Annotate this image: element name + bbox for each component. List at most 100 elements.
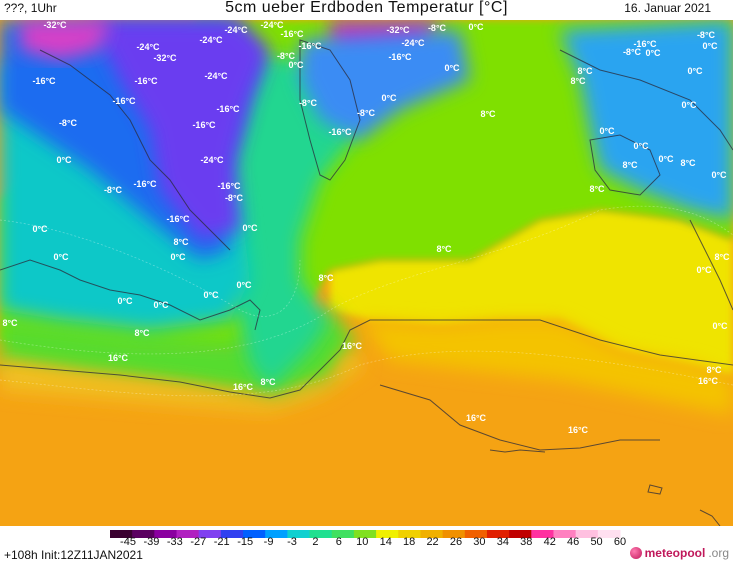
field-coastal-warm bbox=[0, 350, 365, 412]
temperature-label: 0°C bbox=[236, 280, 252, 290]
temperature-label: 0°C bbox=[468, 22, 484, 32]
colorbar-tick-label: 46 bbox=[567, 536, 579, 546]
colorbar-tick-label: 2 bbox=[312, 536, 318, 546]
temperature-label: -16°C bbox=[134, 76, 158, 86]
temperature-label: -32°C bbox=[153, 53, 177, 63]
colorbar-tick-label: 22 bbox=[426, 536, 438, 546]
model-run-info: +108h Init:12Z11JAN2021 bbox=[4, 548, 143, 562]
temperature-label: 16°C bbox=[466, 413, 487, 423]
colorbar-swatch bbox=[154, 530, 178, 538]
temperature-label: 0°C bbox=[645, 48, 661, 58]
temperature-label: 8°C bbox=[714, 252, 730, 262]
temperature-label: 0°C bbox=[32, 224, 48, 234]
colorbar-tick-label: -33 bbox=[167, 536, 183, 546]
temperature-label: -16°C bbox=[216, 104, 240, 114]
temperature-label: 8°C bbox=[622, 160, 638, 170]
temperature-label: -32°C bbox=[43, 20, 67, 30]
brand-name: meteopool bbox=[644, 546, 706, 560]
temperature-label: 8°C bbox=[173, 237, 189, 247]
field-blue-greenland bbox=[300, 30, 470, 140]
colorbar-tick-label: 10 bbox=[356, 536, 368, 546]
temperature-label: 0°C bbox=[633, 141, 649, 151]
temperature-label: -16°C bbox=[32, 76, 56, 86]
temperature-label: -16°C bbox=[133, 179, 157, 189]
colorbar-tick-label: -3 bbox=[287, 536, 297, 546]
temperature-label: -8°C bbox=[104, 185, 123, 195]
coastlines bbox=[0, 39, 733, 526]
temperature-label: 0°C bbox=[687, 66, 703, 76]
temperature-label: -24°C bbox=[136, 42, 160, 52]
temperature-label: 8°C bbox=[134, 328, 150, 338]
colorbar: -45 -39 -33 -27 -21 -15 -9 -3 2 6 10 14 18 22 26 30 34 38… bbox=[110, 530, 626, 546]
temperature-label: 0°C bbox=[711, 170, 727, 180]
temperature-label: 0°C bbox=[53, 252, 69, 262]
colorbar-tick-label: 18 bbox=[403, 536, 415, 546]
temperature-label: 0°C bbox=[56, 155, 72, 165]
temperature-label: 16°C bbox=[233, 382, 254, 392]
temperature-label: 0°C bbox=[681, 100, 697, 110]
colorbar-tick-label: 60 bbox=[614, 536, 626, 546]
temperature-label: -24°C bbox=[204, 71, 228, 81]
temperature-label: 0°C bbox=[288, 60, 304, 70]
colorbar-swatch bbox=[132, 530, 155, 538]
temperature-label: 8°C bbox=[680, 158, 696, 168]
field-yellow-light bbox=[360, 320, 733, 415]
temperature-label: 8°C bbox=[260, 377, 276, 387]
colorbar-swatch bbox=[265, 530, 288, 538]
temperature-label: 0°C bbox=[712, 321, 728, 331]
temperature-label: 8°C bbox=[589, 184, 605, 194]
colorbar-swatch bbox=[243, 530, 266, 538]
temperature-label: -8°C bbox=[299, 98, 318, 108]
colorbar-swatch bbox=[597, 530, 621, 538]
temperature-map: -32°C-24°C-32°C-24°C-24°C -24°C-16°C-16°C… bbox=[0, 20, 733, 526]
brand-logo[interactable]: meteopool .org bbox=[629, 546, 729, 560]
temperature-label: 0°C bbox=[170, 252, 186, 262]
colorbar-tick-label: -39 bbox=[143, 536, 159, 546]
temperature-label: -16°C bbox=[298, 41, 322, 51]
temperature-label: -8°C bbox=[59, 118, 78, 128]
colorbar-swatch bbox=[486, 530, 510, 538]
temperature-label: 16°C bbox=[698, 376, 719, 386]
colorbar-swatch bbox=[509, 530, 532, 538]
colorbar-swatch bbox=[420, 530, 444, 538]
colorbar-tick-label: 30 bbox=[473, 536, 485, 546]
field-yellow-band bbox=[330, 210, 733, 375]
colorbar-swatch bbox=[110, 530, 133, 538]
temperature-label: -16°C bbox=[328, 127, 352, 137]
forecast-label: ???, 1Uhr bbox=[4, 1, 57, 15]
colorbar-tick-label: -27 bbox=[190, 536, 206, 546]
colorbar-swatch bbox=[442, 530, 466, 538]
colorbar-tick-label: -15 bbox=[237, 536, 253, 546]
chart-header: ???, 1Uhr 5cm ueber Erdboden Temperatur … bbox=[0, 0, 733, 20]
temperature-label: 0°C bbox=[242, 223, 258, 233]
field-magenta-west bbox=[20, 20, 110, 60]
colorbar-tick-label: 14 bbox=[380, 536, 392, 546]
temperature-label: -8°C bbox=[277, 51, 296, 61]
chart-footer: -45 -39 -33 -27 -21 -15 -9 -3 2 6 10 14 18 22 26 30 34 38… bbox=[0, 526, 733, 566]
temperature-label: 0°C bbox=[702, 41, 718, 51]
temperature-label: 0°C bbox=[117, 296, 133, 306]
temperature-label: -8°C bbox=[428, 23, 447, 33]
temperature-label: -16°C bbox=[217, 181, 241, 191]
colorbar-tick-label: 34 bbox=[497, 536, 509, 546]
temperature-label: 16°C bbox=[108, 353, 129, 363]
temperature-label: -8°C bbox=[225, 193, 244, 203]
temperature-label: 16°C bbox=[342, 341, 363, 351]
forecast-date: 16. Januar 2021 bbox=[624, 1, 711, 15]
temperature-label: 0°C bbox=[153, 300, 169, 310]
temperature-label: -24°C bbox=[401, 38, 425, 48]
temperature-label: 0°C bbox=[696, 265, 712, 275]
temperature-label: -16°C bbox=[192, 120, 216, 130]
colorbar-swatch bbox=[198, 530, 222, 538]
temperature-label: 0°C bbox=[658, 154, 674, 164]
colorbar-tick-label: 38 bbox=[520, 536, 532, 546]
colorbar-tick-label: 6 bbox=[336, 536, 342, 546]
temperature-label: 0°C bbox=[444, 63, 460, 73]
temperature-label: -16°C bbox=[633, 39, 657, 49]
temperature-label: -24°C bbox=[260, 20, 284, 30]
colorbar-swatch bbox=[575, 530, 599, 538]
colorbar-swatch bbox=[353, 530, 377, 538]
temperature-label: -24°C bbox=[199, 35, 223, 45]
colorbar-tick-label: -21 bbox=[214, 536, 230, 546]
colorbar-swatch bbox=[331, 530, 355, 538]
